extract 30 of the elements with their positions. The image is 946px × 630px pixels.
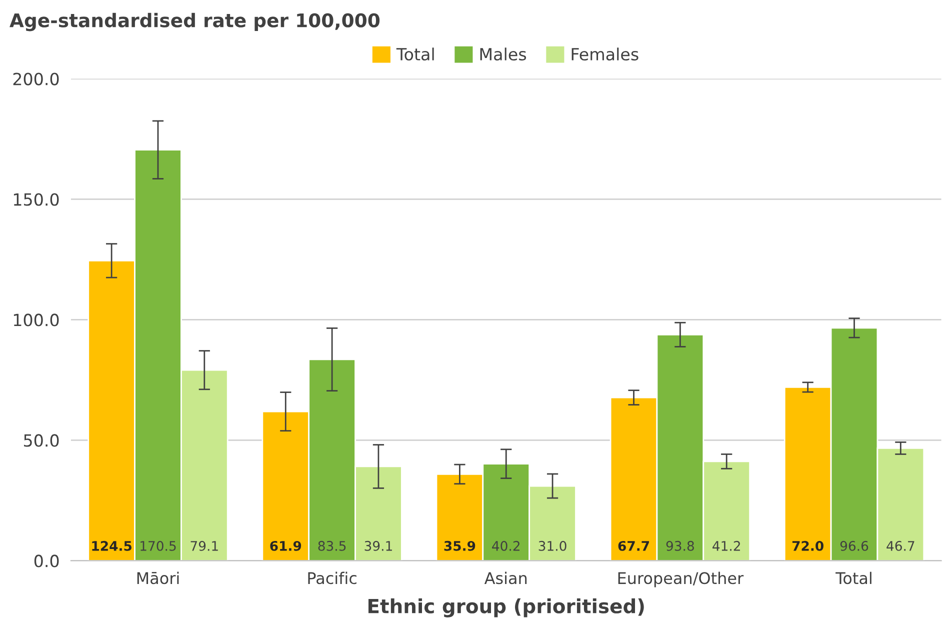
y-tick-label: 150.0 [14,193,59,206]
data-label: 72.0 [792,540,824,551]
data-label: 170.5 [140,540,176,551]
data-label: 35.9 [444,540,476,551]
data-label: 39.1 [364,540,392,551]
data-label: 67.7 [618,540,649,551]
y-tick-label: 0.0 [34,554,59,568]
data-label: 93.8 [666,540,694,551]
y-axis-title: Age-standardised rate per 100,000 [10,12,380,32]
legend-label: Total [396,48,434,61]
data-label: 83.5 [318,540,346,551]
data-label: 124.5 [92,540,132,551]
x-tick-label: Pacific [308,572,356,584]
x-tick-label: Māori [137,572,179,584]
legend-label: Females [572,48,638,61]
x-axis-title: Ethnic group (prioritised) [368,598,644,618]
x-tick-label: European/Other [618,572,744,588]
data-label: 46.7 [886,540,914,551]
y-tick-label: 50.0 [24,434,59,447]
legend-label: Males [480,48,526,61]
x-tick-label: Total [836,572,872,584]
data-label: 40.2 [492,540,520,551]
data-label: 41.2 [712,540,740,551]
data-label: 61.9 [270,540,302,551]
x-tick-label: Asian [484,572,527,584]
y-tick-label: 200.0 [13,72,59,86]
y-tick-label: 100.0 [14,314,59,326]
data-label: 79.1 [190,540,218,551]
data-label: 31.0 [538,540,566,551]
data-label: 96.6 [840,540,868,551]
